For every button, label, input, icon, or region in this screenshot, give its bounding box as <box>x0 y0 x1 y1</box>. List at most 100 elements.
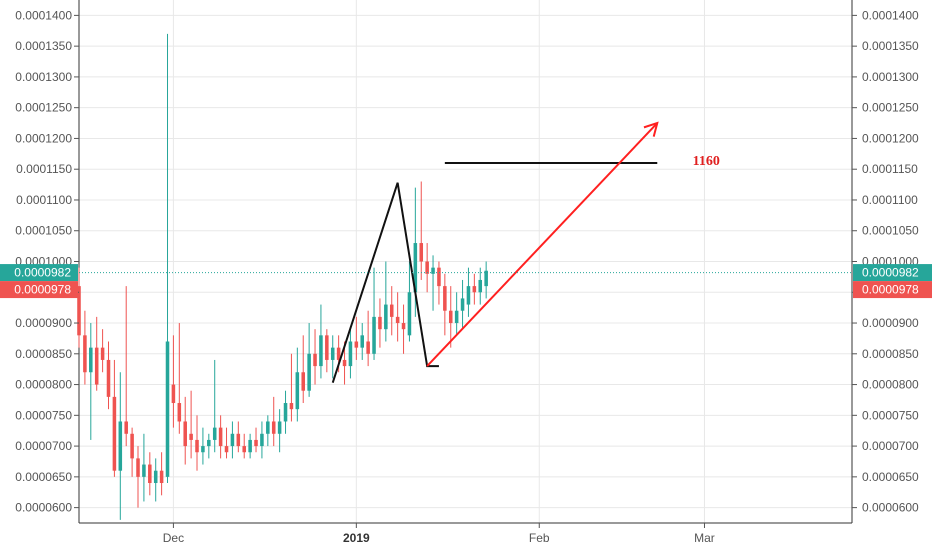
candle-body-down <box>242 446 246 453</box>
candle-body-up <box>454 310 459 324</box>
y-tick-label-right: 0.0000750 <box>862 408 919 422</box>
y-tick-label-right: 0.0001150 <box>862 162 918 176</box>
candle-body-down <box>136 458 140 477</box>
y-tick-label-left: 0.0001250 <box>15 101 72 115</box>
y-tick-label-left: 0.0000650 <box>15 470 72 484</box>
last-price-badge-left-bg <box>0 264 78 282</box>
candle-body-down <box>94 347 99 385</box>
y-tick-label-right: 0.0000850 <box>862 347 919 361</box>
candle-body-up <box>484 270 488 287</box>
candle-body-up <box>413 243 418 293</box>
y-tick-label-left: 0.0000850 <box>15 347 72 361</box>
y-tick-label-right: 0.0000600 <box>862 501 919 515</box>
last-price-badge-right-bg <box>853 264 932 282</box>
candle-body-up <box>431 267 435 274</box>
candle-body-down <box>159 470 164 484</box>
candle-body-down <box>342 359 347 367</box>
candle-body-down <box>100 347 105 360</box>
candle-body-down <box>171 384 176 404</box>
x-tick-label: Mar <box>694 531 715 545</box>
y-tick-label-right: 0.0000900 <box>862 316 919 330</box>
candle-body-up <box>283 403 288 422</box>
candle-body-up <box>142 464 146 477</box>
candle-body-up <box>212 427 217 440</box>
candle-body-down <box>236 433 241 447</box>
candle-body-up <box>277 421 282 434</box>
candle-body-down <box>195 439 199 453</box>
projection-arrow-line <box>426 122 659 367</box>
candle-body-down <box>218 427 223 447</box>
candle-body-up <box>165 341 170 477</box>
candle-body-down <box>183 421 187 447</box>
y-tick-label-left: 0.0001050 <box>15 224 72 238</box>
candle-body-down <box>325 335 329 360</box>
candle-body-down <box>124 421 128 434</box>
y-tick-label-left: 0.0001100 <box>16 193 72 207</box>
candle-body-down <box>289 403 294 410</box>
candle-body-down <box>313 353 317 367</box>
candle-body-up <box>360 335 365 348</box>
candle-body-down <box>336 347 341 360</box>
candle-body-down <box>271 421 276 434</box>
candle-body-up <box>295 372 300 410</box>
prev-price-badge-right-bg <box>853 281 932 299</box>
y-tick-label-right: 0.0000700 <box>862 439 919 453</box>
y-tick-label-left: 0.0000900 <box>15 316 72 330</box>
y-tick-label-right: 0.0001200 <box>862 131 919 145</box>
prev-price-badge-left-bg <box>0 281 78 299</box>
candle-body-down <box>378 316 382 330</box>
candle-body-down <box>443 286 447 311</box>
y-tick-label-right: 0.0001050 <box>862 224 919 238</box>
prev-price-badge-right-label: 0.0000978 <box>862 283 919 297</box>
pattern-polyline <box>331 182 439 384</box>
y-tick-label-right: 0.0001250 <box>862 101 919 115</box>
candle-body-up <box>207 439 211 447</box>
candle-body-up <box>118 421 123 471</box>
candle-body-up <box>201 446 205 453</box>
candle-body-down <box>112 396 117 471</box>
candle-body-down <box>254 439 258 447</box>
y-tick-label-left: 0.0001150 <box>16 162 72 176</box>
y-tick-label-left: 0.0000800 <box>15 378 72 392</box>
candle-body-up <box>372 316 376 354</box>
y-tick-label-left: 0.0000750 <box>15 408 72 422</box>
candle-body-down <box>148 464 152 484</box>
x-tick-label: 2019 <box>343 531 370 545</box>
candle-body-down <box>224 446 229 453</box>
y-tick-label-right: 0.0001100 <box>862 193 918 207</box>
price-badges: 0.0000982 0.0000978 0.0000982 0.0000978 <box>0 264 932 299</box>
candle-body-down <box>130 433 134 459</box>
y-tick-label-right: 0.0001300 <box>862 70 919 84</box>
last-price-badge-right-label: 0.0000982 <box>862 266 919 280</box>
candle-body-up <box>319 335 323 367</box>
candle-body-down <box>425 261 429 274</box>
y-tick-label-left: 0.0000700 <box>15 439 72 453</box>
y-tick-label-left: 0.0001400 <box>15 8 72 22</box>
time-axis[interactable]: Dec 2019 Feb Mar <box>163 523 715 545</box>
y-tick-label-left: 0.0001200 <box>15 131 72 145</box>
y-tick-label-left: 0.0000600 <box>15 501 72 515</box>
candle-body-down <box>106 359 111 397</box>
candle-body-down <box>83 335 87 373</box>
x-tick-label: Dec <box>163 531 184 545</box>
trend-drawings: 1160 <box>331 121 720 384</box>
candle-body-up <box>260 433 264 447</box>
candle-body-down <box>395 316 400 324</box>
candle-body-down <box>189 433 193 440</box>
candle-body-down <box>472 286 477 293</box>
candle-body-up <box>466 286 471 305</box>
x-tick-label: Feb <box>529 531 550 545</box>
candle-body-down <box>389 304 394 317</box>
candle-body-up <box>307 353 311 391</box>
candle-body-down <box>354 341 359 348</box>
candle-body-up <box>266 421 270 434</box>
y-tick-label-right: 0.0000800 <box>862 378 919 392</box>
candle-body-up <box>230 433 235 447</box>
y-tick-label-right: 0.0000650 <box>862 470 919 484</box>
candle-body-up <box>384 304 388 330</box>
candle-body-down <box>366 341 370 354</box>
candle-body-up <box>248 439 252 453</box>
y-tick-label-right: 0.0001400 <box>862 8 919 22</box>
